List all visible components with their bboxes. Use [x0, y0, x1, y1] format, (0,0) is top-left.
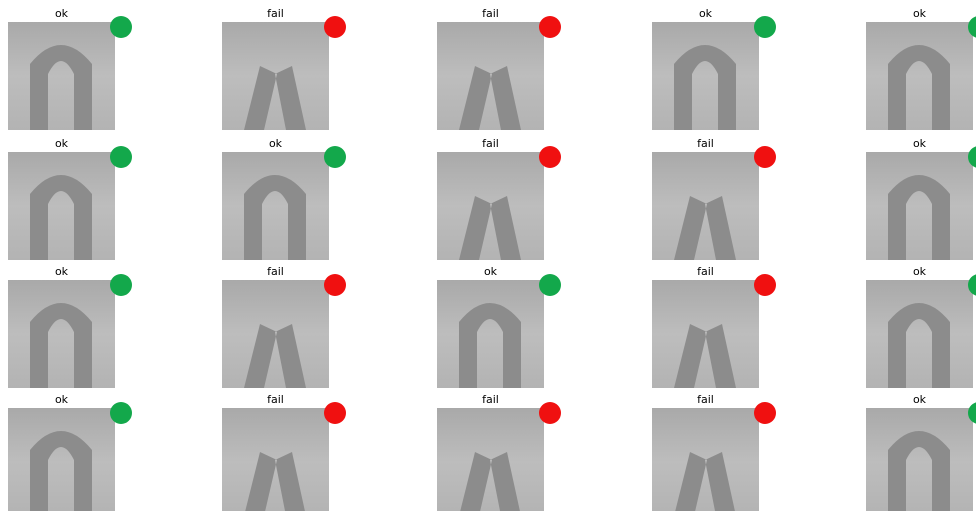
thumbnail	[652, 152, 759, 260]
status-dot	[324, 16, 346, 38]
page: ok fail fail ok ok ok ok fail fail ok ok fail ok fail…	[0, 0, 976, 511]
status-dot	[110, 146, 132, 168]
cell-label: fail	[482, 137, 499, 150]
status-dot	[110, 16, 132, 38]
thumbnail	[652, 22, 759, 130]
thumbnail	[8, 280, 115, 388]
grid-cell: fail	[652, 265, 776, 388]
cell-label: fail	[482, 393, 499, 406]
grid-cell: fail	[222, 393, 346, 511]
cell-label: ok	[913, 393, 927, 406]
thumbnail	[222, 22, 329, 130]
grid-cell: fail	[652, 137, 776, 260]
status-dot	[754, 402, 776, 424]
cell-label: fail	[267, 393, 284, 406]
grid-cell: ok	[437, 265, 561, 388]
grid-cell: fail	[437, 393, 561, 511]
status-dot	[539, 402, 561, 424]
status-dot	[324, 402, 346, 424]
cell-label: ok	[55, 265, 69, 278]
status-dot	[539, 16, 561, 38]
cell-label: ok	[55, 7, 69, 20]
grid-cell: ok	[8, 393, 132, 511]
grid-cell: ok	[8, 265, 132, 388]
cell-label: fail	[697, 393, 714, 406]
cell-label: fail	[267, 7, 284, 20]
cell-label: fail	[697, 137, 714, 150]
thumbnail	[8, 408, 115, 511]
grid-cell: fail	[437, 7, 561, 130]
cell-label: fail	[482, 7, 499, 20]
thumbnail	[437, 152, 544, 260]
status-dot	[110, 402, 132, 424]
grid-cell: fail	[437, 137, 561, 260]
grid-cell: ok	[866, 7, 976, 130]
status-dot	[324, 274, 346, 296]
thumbnail	[8, 152, 115, 260]
thumbnail	[8, 22, 115, 130]
thumbnail	[866, 22, 973, 130]
status-dot	[539, 274, 561, 296]
grid-cell: ok	[866, 137, 976, 260]
status-dot	[324, 146, 346, 168]
grid-cell: fail	[222, 265, 346, 388]
cell-label: ok	[484, 265, 498, 278]
cell-label: fail	[697, 265, 714, 278]
grid-cell: ok	[866, 393, 976, 511]
status-dot	[754, 146, 776, 168]
result-grid: ok fail fail ok ok ok ok fail fail ok ok fail ok fail…	[0, 0, 976, 511]
cell-label: ok	[913, 137, 927, 150]
thumbnail	[437, 22, 544, 130]
cell-label: ok	[913, 7, 927, 20]
grid-cell: ok	[866, 265, 976, 388]
grid-cell: ok	[222, 137, 346, 260]
thumbnail	[222, 280, 329, 388]
thumbnail	[652, 280, 759, 388]
thumbnail	[222, 152, 329, 260]
cell-label: ok	[913, 265, 927, 278]
grid-cell: ok	[8, 7, 132, 130]
thumbnail	[437, 280, 544, 388]
status-dot	[754, 274, 776, 296]
cell-label: ok	[699, 7, 713, 20]
thumbnail	[866, 280, 973, 388]
thumbnail	[866, 408, 973, 511]
status-dot	[754, 16, 776, 38]
status-dot	[539, 146, 561, 168]
thumbnail	[866, 152, 973, 260]
grid-cell: ok	[652, 7, 776, 130]
status-dot	[110, 274, 132, 296]
grid-cell: ok	[8, 137, 132, 260]
grid-cell: fail	[652, 393, 776, 511]
cell-label: fail	[267, 265, 284, 278]
cell-label: ok	[269, 137, 283, 150]
cell-label: ok	[55, 393, 69, 406]
grid-cell: fail	[222, 7, 346, 130]
cell-label: ok	[55, 137, 69, 150]
